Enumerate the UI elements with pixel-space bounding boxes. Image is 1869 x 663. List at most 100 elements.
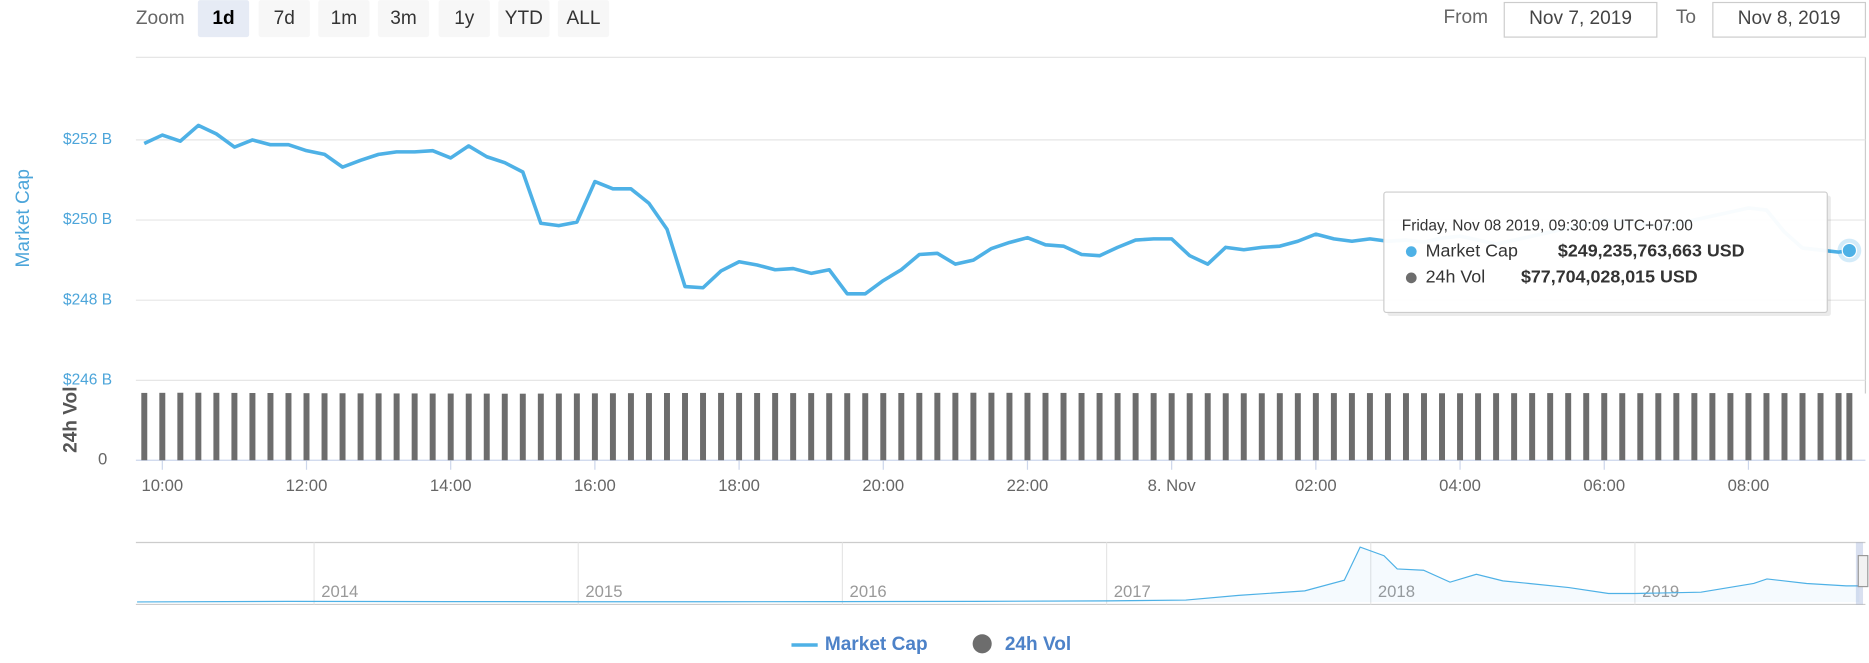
legend-label[interactable]: Market Cap [825,634,928,655]
volume-bars [141,392,1853,461]
zoom-button-label[interactable]: 7d [274,8,295,29]
navigator-year-label: 2015 [585,582,622,601]
volume-bar [790,393,797,461]
from-date[interactable]: Nov 7, 2019 [1529,8,1632,29]
volume-bar [1601,393,1608,461]
volume-bar [1475,393,1482,461]
volume-bar [988,392,995,461]
y2-tick-label: 0 [98,450,107,469]
volume-bar [1691,393,1698,461]
to-label: To [1676,7,1696,28]
zoom-button-label[interactable]: 1d [212,8,234,29]
volume-bar [844,393,851,461]
volume-bar [231,392,238,461]
volume-bar [1060,392,1067,461]
legend-symbol[interactable] [972,634,992,654]
legend: Market Cap 24h Vol [791,634,1071,655]
navigator-handle[interactable] [1857,554,1869,588]
zoom-button-label[interactable]: YTD [505,8,543,29]
legend-label[interactable]: 24h Vol [1005,634,1071,655]
x-tick-label: 18:00 [718,476,760,495]
y-tick-label: $250 B [63,211,112,228]
zoom-button[interactable] [377,0,430,38]
volume-bar [1583,393,1590,461]
zoom-label: Zoom [136,8,185,29]
x-tick-label: 22:00 [1007,476,1049,495]
volume-bar [1439,393,1446,461]
volume-bar [970,392,977,461]
volume-bar [1781,393,1788,461]
volume-bar [267,392,274,461]
volume-bar [718,392,725,461]
zoom-button[interactable] [498,0,550,38]
x-tick-label: 12:00 [286,476,328,495]
grid: $246 B $248 B $250 B $252 B 0 10:00 12:00 14:00… [63,131,1866,495]
x-tick-label: 14:00 [430,476,472,495]
from-input[interactable] [1503,1,1658,38]
volume-bar [682,392,688,461]
y-tick-label: $252 B [63,131,112,148]
volume-bar [754,392,761,461]
volume-bar [339,393,346,461]
volume-bar [898,392,905,461]
x-tick-label: 16:00 [574,476,616,495]
volume-bar [664,392,670,461]
zoom-button[interactable] [197,0,250,38]
x-tick-label: 08:00 [1728,476,1770,495]
tooltip-value: $77,704,028,015 USD [1521,267,1698,287]
volume-bar [501,393,508,461]
zoom-button[interactable] [318,0,370,38]
volume-bar [1078,392,1085,461]
volume-bar [555,393,562,461]
volume-bar [1006,392,1013,461]
volume-bar [1096,392,1103,461]
volume-bar [1402,393,1409,461]
zoom-button-label[interactable]: 1y [454,8,475,29]
zoom-button-label[interactable]: ALL [567,8,601,29]
volume-bar [1276,393,1283,461]
tooltip-series-name: 24h Vol [1426,267,1486,287]
zoom-button-label[interactable]: 3m [390,8,416,29]
x-tick-label: 20:00 [862,476,904,495]
volume-bar [1817,393,1824,461]
volume-bar [1384,393,1391,461]
to-input[interactable] [1712,1,1867,38]
volume-bar [862,393,869,461]
volume-bar [736,392,743,461]
volume-bar [1114,393,1121,461]
volume-bar [519,393,526,461]
zoom-button-label[interactable]: 1m [331,8,357,29]
x-tick-label: 04:00 [1439,476,1481,495]
navigator-year-label: 2019 [1642,582,1679,601]
volume-bar [1619,393,1626,461]
volume-bar [285,393,292,461]
volume-bar [934,392,941,461]
navigator-year-label: 2016 [850,582,887,601]
volume-bar [1799,393,1806,461]
zoom-button[interactable] [258,0,310,38]
navigator-line [137,546,1860,603]
volume-bar [1511,393,1518,461]
volume-bar [609,393,616,461]
navigator-year-label: 2014 [321,582,358,601]
zoom-button[interactable] [438,0,490,38]
volume-bar [1294,393,1301,461]
toolbar: Zoom From Nov 7, 2019 To Nov 8, 2019 1d 7… [136,0,1867,38]
volume-bar [1547,393,1554,461]
volume-bar [627,393,634,461]
volume-bar [1348,393,1355,461]
volume-bar [1258,393,1265,461]
zoom-button[interactable] [557,0,610,38]
tooltip: Friday, Nov 08 2019, 09:30:09 UTC+07:00 … [1383,191,1831,317]
y-tick-label: $246 B [63,371,112,388]
volume-bar [1150,393,1157,461]
y-tick-label: $248 B [63,291,112,308]
x-tick-label: 06:00 [1583,476,1625,495]
to-date[interactable]: Nov 8, 2019 [1738,8,1841,29]
volume-bar [1655,393,1662,461]
hover-point [1841,242,1858,259]
from-label: From [1443,7,1487,28]
volume-bar [411,393,418,461]
volume-bar [952,392,959,461]
